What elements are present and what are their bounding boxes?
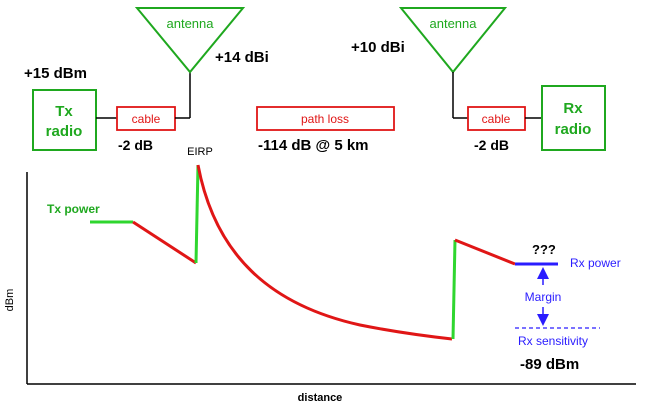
tx-power-value: +15 dBm xyxy=(24,65,87,82)
tx-radio-box xyxy=(32,89,97,151)
tx-antenna-gain-segment xyxy=(194,164,200,264)
rx-sensitivity-label: Rx sensitivity xyxy=(518,334,588,348)
rx-antenna-label: antenna xyxy=(430,16,478,31)
rx-radio-label-line2: radio xyxy=(555,121,592,138)
path-loss-box xyxy=(256,106,395,131)
tx-radio-label-line1: Tx xyxy=(55,103,73,120)
path-loss-label: path loss xyxy=(301,112,349,126)
rx-sensitivity-value: -89 dBm xyxy=(520,356,579,373)
rx-cable-loss: -2 dB xyxy=(474,137,509,153)
margin-label: Margin xyxy=(525,290,562,304)
rx-cable-loss-segment xyxy=(454,238,516,266)
tx-antenna-triangle xyxy=(134,7,246,74)
rx-radio-label-line1: Rx xyxy=(563,100,583,117)
y-axis-label: dBm xyxy=(4,289,16,312)
eirp-label: EIRP xyxy=(187,146,213,158)
tx-cable-loss-segment xyxy=(132,220,197,265)
rx-antenna-triangle xyxy=(398,7,508,74)
rx-cable-label: cable xyxy=(482,112,511,126)
path-loss-value: -114 dB @ 5 km xyxy=(258,137,369,154)
rx-antenna-gain-segment xyxy=(451,239,457,340)
tx-power-label: Tx power xyxy=(47,202,100,216)
rx-antenna-gain: +10 dBi xyxy=(351,39,405,56)
tx-radio-label-line2: radio xyxy=(46,123,83,140)
path-loss-curve xyxy=(196,164,453,341)
tx-antenna-gain: +14 dBi xyxy=(215,49,269,66)
x-axis-label: distance xyxy=(298,392,343,404)
tx-cable-loss: -2 dB xyxy=(118,137,153,153)
tx-cable-label: cable xyxy=(132,112,161,126)
tx-antenna-label: antenna xyxy=(167,16,215,31)
rx-radio-box xyxy=(541,85,606,151)
rx-power-label: Rx power xyxy=(570,256,621,270)
unknown-rx-level-label: ??? xyxy=(532,242,556,257)
